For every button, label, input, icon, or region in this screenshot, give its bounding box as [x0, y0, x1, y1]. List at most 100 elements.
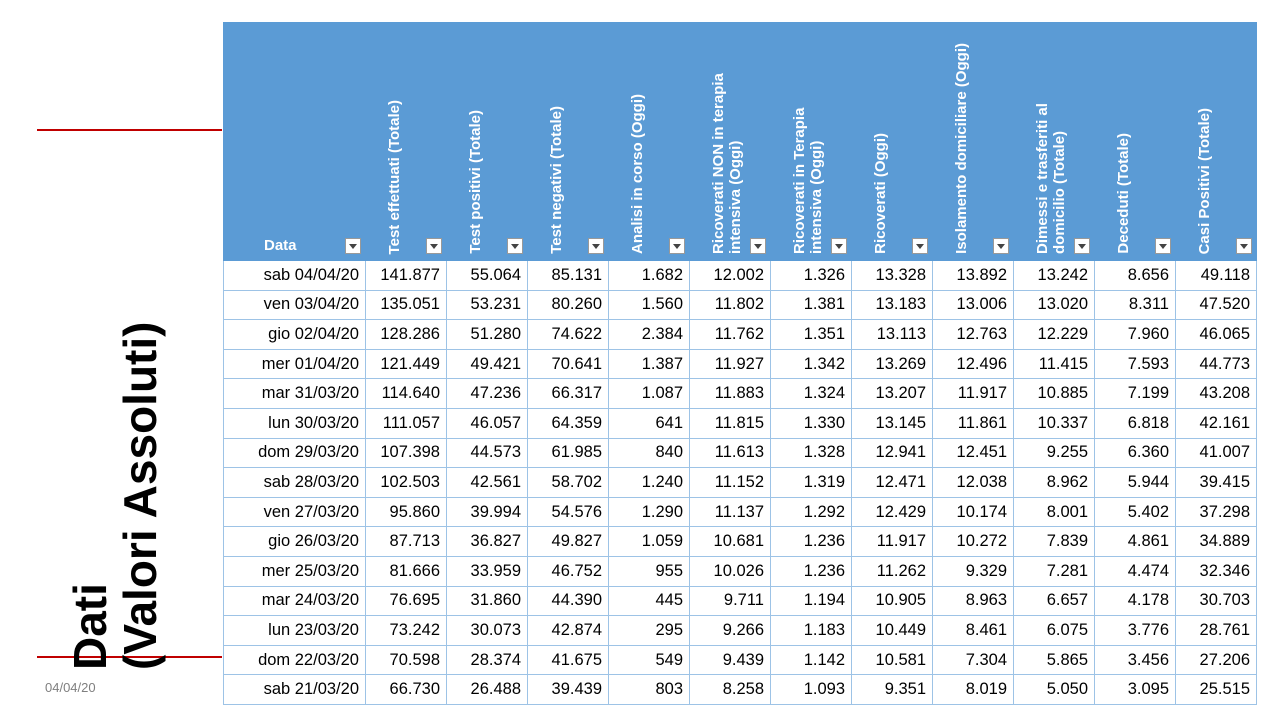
- column-header: Deceduti (Totale): [1094, 22, 1176, 261]
- table-cell: 9.439: [689, 644, 771, 676]
- table-cell: 43.208: [1175, 378, 1257, 409]
- table-cell: 31.860: [446, 585, 528, 617]
- table-cell: 7.281: [1013, 555, 1095, 587]
- table-cell: 11.152: [689, 467, 771, 498]
- column-header: Ricoverati in Terapia intensiva (Oggi): [770, 22, 852, 261]
- table-cell: 87.713: [365, 526, 447, 557]
- data-table: Data Test effettuati (Totale) Test positiv…: [223, 22, 1257, 705]
- column-header: Analisi in corso (Oggi): [608, 22, 690, 261]
- table-cell: 13.113: [851, 319, 933, 350]
- filter-button[interactable]: [993, 238, 1009, 254]
- table-cell: 25.515: [1175, 674, 1257, 705]
- table-cell: 1.292: [770, 496, 852, 528]
- filter-button[interactable]: [588, 238, 604, 254]
- table-cell: 10.174: [932, 496, 1014, 528]
- header-text: Isolamento domiciliare (Oggi): [953, 43, 970, 254]
- table-cell: 12.941: [851, 437, 933, 469]
- table-cell: 128.286: [365, 319, 447, 350]
- table-cell: dom 29/03/20: [223, 437, 366, 469]
- table-cell: 141.877: [365, 260, 447, 291]
- table-cell: 13.242: [1013, 260, 1095, 291]
- table-cell: 840: [608, 437, 690, 469]
- table-cell: lun 23/03/20: [223, 615, 366, 646]
- table-row: mar 24/03/20 76.695 31.860 44.390 445 9.711 1.…: [223, 585, 1257, 617]
- header-text: Dimessi e trasferiti al domicilio (Total…: [1034, 103, 1068, 254]
- table-cell: 121.449: [365, 348, 447, 380]
- table-cell: 1.330: [770, 407, 852, 439]
- table-cell: 1.142: [770, 644, 852, 676]
- title-line: Dati: [64, 583, 116, 670]
- table-cell: 73.242: [365, 615, 447, 646]
- filter-button[interactable]: [345, 238, 361, 254]
- table-cell: 11.861: [932, 407, 1014, 439]
- table-cell: 34.889: [1175, 526, 1257, 557]
- filter-button[interactable]: [912, 238, 928, 254]
- table-cell: 8.258: [689, 674, 771, 705]
- table-cell: 6.075: [1013, 615, 1095, 646]
- table-cell: 49.421: [446, 348, 528, 380]
- table-cell: 803: [608, 674, 690, 705]
- table-cell: 7.593: [1094, 348, 1176, 380]
- table-cell: mer 01/04/20: [223, 348, 366, 380]
- table-cell: gio 26/03/20: [223, 526, 366, 557]
- table-cell: 44.573: [446, 437, 528, 469]
- header-text: Test positivi (Totale): [467, 110, 484, 254]
- table-cell: 47.236: [446, 378, 528, 409]
- table-cell: 30.073: [446, 615, 528, 646]
- filter-button[interactable]: [1074, 238, 1090, 254]
- table-cell: 36.827: [446, 526, 528, 557]
- table-cell: 12.429: [851, 496, 933, 528]
- table-cell: 42.874: [527, 615, 609, 646]
- table-cell: 9.711: [689, 585, 771, 617]
- filter-button[interactable]: [831, 238, 847, 254]
- header-text: Deceduti (Totale): [1115, 133, 1132, 254]
- table-row: sab 04/04/20 141.877 55.064 85.131 1.682 12.0…: [223, 260, 1257, 291]
- filter-button[interactable]: [1155, 238, 1171, 254]
- column-header: Dimessi e trasferiti al domicilio (Total…: [1013, 22, 1095, 261]
- table-cell: 3.095: [1094, 674, 1176, 705]
- table-body: sab 04/04/20 141.877 55.064 85.131 1.682 12.0…: [223, 260, 1257, 705]
- header-text: Casi Positivi (Totale): [1196, 107, 1213, 254]
- table-cell: 4.178: [1094, 585, 1176, 617]
- table-cell: 7.960: [1094, 319, 1176, 350]
- table-cell: 1.387: [608, 348, 690, 380]
- table-cell: 1.236: [770, 555, 852, 587]
- table-cell: 46.057: [446, 407, 528, 439]
- table-cell: 9.351: [851, 674, 933, 705]
- table-cell: 6.818: [1094, 407, 1176, 439]
- table-row: lun 23/03/20 73.242 30.073 42.874 295 9.266 1.…: [223, 615, 1257, 646]
- table-cell: 30.703: [1175, 585, 1257, 617]
- filter-button[interactable]: [750, 238, 766, 254]
- table-cell: 76.695: [365, 585, 447, 617]
- header-text: Analisi in corso (Oggi): [629, 93, 646, 254]
- table-cell: 42.561: [446, 467, 528, 498]
- table-cell: 10.885: [1013, 378, 1095, 409]
- table-cell: 10.272: [932, 526, 1014, 557]
- table-cell: 70.641: [527, 348, 609, 380]
- table-cell: 11.762: [689, 319, 771, 350]
- table-row: gio 26/03/20 87.713 36.827 49.827 1.059 10.68…: [223, 526, 1257, 557]
- table-cell: 12.229: [1013, 319, 1095, 350]
- table-cell: 7.839: [1013, 526, 1095, 557]
- table-cell: 5.865: [1013, 644, 1095, 676]
- table-cell: 1.059: [608, 526, 690, 557]
- filter-button[interactable]: [1236, 238, 1252, 254]
- table-cell: 8.962: [1013, 467, 1095, 498]
- table-cell: 10.449: [851, 615, 933, 646]
- table-cell: sab 28/03/20: [223, 467, 366, 498]
- table-cell: 74.622: [527, 319, 609, 350]
- table-cell: 1.351: [770, 319, 852, 350]
- table-cell: 13.183: [851, 289, 933, 321]
- table-cell: 53.231: [446, 289, 528, 321]
- table-cell: 1.682: [608, 260, 690, 291]
- table-cell: 10.905: [851, 585, 933, 617]
- table-cell: sab 21/03/20: [223, 674, 366, 705]
- table-cell: 1.093: [770, 674, 852, 705]
- table-cell: 8.311: [1094, 289, 1176, 321]
- filter-button[interactable]: [426, 238, 442, 254]
- filter-button[interactable]: [507, 238, 523, 254]
- filter-button[interactable]: [669, 238, 685, 254]
- table-cell: 28.761: [1175, 615, 1257, 646]
- table-row: ven 27/03/20 95.860 39.994 54.576 1.290 11.13…: [223, 496, 1257, 528]
